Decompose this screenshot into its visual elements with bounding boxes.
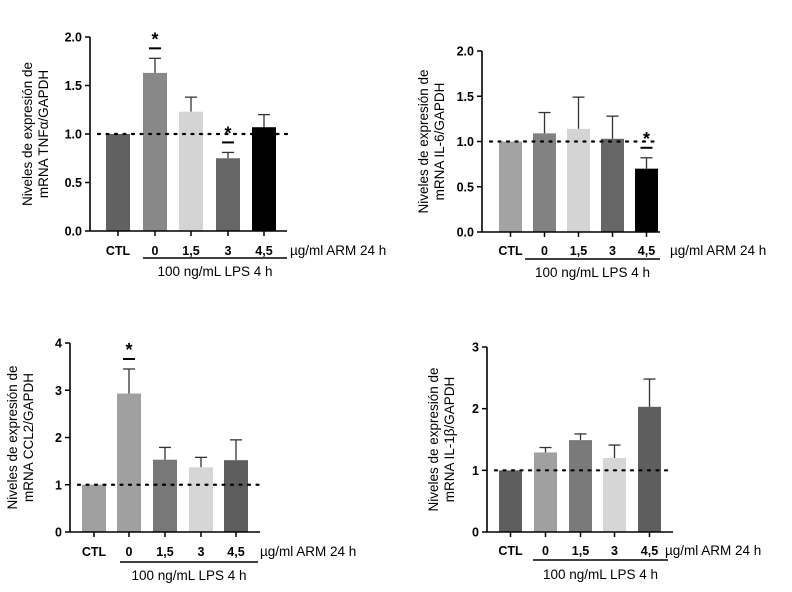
x-tick-label: 4,5: [638, 244, 655, 258]
y-tick-label: 1.5: [457, 90, 474, 104]
group-label: 100 ng/mL LPS 4 h: [535, 265, 650, 280]
y-axis-label: mRNA IL-1β/GAPDH: [442, 377, 457, 503]
bar-CTL: [499, 470, 522, 532]
significance-star: *: [151, 29, 158, 49]
y-tick-label: 2: [472, 402, 479, 416]
x-tick-label: 1,5: [182, 244, 199, 258]
y-tick-label: 0: [472, 526, 479, 540]
x-tick-label: 4,5: [641, 544, 658, 558]
y-axis-label: Niveles de expresión de: [416, 69, 431, 213]
x-tick-label: 3: [198, 545, 205, 559]
unit-label: µg/ml ARM 24 h: [260, 544, 356, 559]
group-label: 100 ng/mL LPS 4 h: [157, 264, 272, 279]
x-tick-label: 3: [225, 244, 232, 258]
group-label: 100 ng/mL LPS 4 h: [131, 568, 246, 583]
y-tick-label: 0.0: [65, 225, 82, 239]
bar-0: [117, 393, 141, 532]
x-tick-label: CTL: [498, 544, 523, 558]
bar-CTL: [106, 134, 130, 231]
unit-label: µg/ml ARM 24 h: [665, 543, 761, 558]
bar-0: [143, 72, 167, 231]
x-tick-label: 1,5: [572, 544, 589, 558]
x-tick-label: 0: [126, 545, 133, 559]
y-tick-label: 0.0: [457, 226, 474, 240]
y-axis-label: mRNA CCL2/GAPDH: [21, 373, 36, 502]
x-tick-label: CTL: [498, 244, 523, 258]
y-axis-label: Niveles de expresión de: [20, 62, 35, 206]
x-tick-label: 0: [541, 244, 548, 258]
x-tick-label: 3: [609, 244, 616, 258]
y-tick-label: 2.0: [457, 45, 474, 59]
x-tick-label: CTL: [82, 545, 107, 559]
y-axis-label: Niveles de expresión de: [426, 367, 441, 511]
x-tick-label: 0: [542, 544, 549, 558]
y-tick-label: 1.0: [457, 135, 474, 149]
y-tick-label: 0: [55, 526, 62, 540]
y-tick-label: 0.5: [65, 176, 82, 190]
y-tick-label: 3: [55, 384, 62, 398]
y-axis-label: Niveles de expresión de: [5, 365, 20, 509]
chart-panel-2: CTL 0 1,5 3 4,5 * 0.0 0.5 1.0 1.5 2.0 Niveles de ex…: [416, 45, 766, 281]
x-tick-label: 1,5: [156, 545, 173, 559]
x-tick-label: 4,5: [255, 244, 272, 258]
x-tick-label: CTL: [106, 244, 131, 258]
significance-star: *: [125, 340, 132, 360]
bar-4,5: [224, 460, 248, 532]
bar-CTL: [82, 484, 106, 532]
bar-1,5: [179, 111, 203, 231]
y-tick-label: 4: [55, 337, 62, 351]
y-tick-label: 3: [472, 341, 479, 355]
group-label: 100 ng/mL LPS 4 h: [543, 567, 658, 582]
y-tick-label: 1: [472, 464, 479, 478]
x-tick-label: 3: [611, 544, 618, 558]
chart-panel-3: CTL 0 * 1,5 3 4,5 0 1 2 3 4 Niveles de expresión de…: [5, 337, 356, 584]
bar-CTL: [499, 141, 522, 232]
y-tick-label: 1: [55, 478, 62, 492]
bar-1,5: [153, 459, 177, 532]
y-tick-label: 1.0: [65, 128, 82, 142]
x-tick-label: 0: [152, 244, 159, 258]
y-tick-label: 2: [55, 431, 62, 445]
unit-label: µg/ml ARM 24 h: [290, 243, 386, 258]
unit-label: µg/ml ARM 24 h: [670, 243, 766, 258]
bar-1,5: [569, 440, 592, 532]
bar-3: [216, 158, 240, 231]
bar-4,5: [252, 127, 276, 231]
bar-0: [533, 133, 556, 232]
bar-3: [189, 467, 213, 532]
x-tick-label: 1,5: [570, 244, 587, 258]
x-tick-label: 4,5: [227, 545, 244, 559]
significance-star: *: [643, 129, 650, 149]
chart-panel-4: CTL 0 1,5 3 4,5 0 1 2 3 Niveles de expresión de mR…: [426, 341, 761, 583]
y-axis-label: mRNA IL-6/GAPDH: [432, 83, 447, 201]
bar-0: [534, 452, 557, 532]
y-axis-label: mRNA TNFα/GAPDH: [36, 70, 51, 198]
bar-3: [603, 458, 626, 532]
y-tick-label: 0.5: [457, 180, 474, 194]
bar-4,5: [635, 168, 658, 232]
y-tick-label: 2.0: [65, 31, 82, 45]
bar-3: [601, 138, 624, 232]
y-tick-label: 1.5: [65, 79, 82, 93]
bar-1,5: [567, 128, 590, 232]
